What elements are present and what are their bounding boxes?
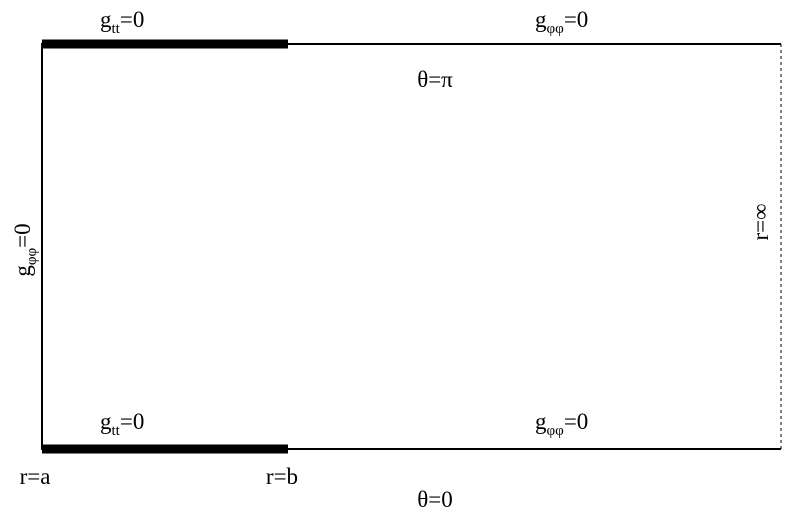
label-r-b: r=b: [266, 464, 298, 489]
label-r-a: r=a: [20, 464, 51, 489]
label-theta-pi: θ=π: [417, 67, 453, 92]
label-bottom-right: gφφ=0: [535, 409, 588, 439]
label-top-right: gφφ=0: [535, 7, 588, 37]
label-right: r=∞: [748, 203, 773, 240]
label-bottom-left: gtt=0: [100, 409, 144, 439]
label-top-left: gtt=0: [100, 7, 144, 37]
label-left: gφφ=0: [10, 223, 40, 276]
label-theta-0: θ=0: [417, 487, 453, 512]
